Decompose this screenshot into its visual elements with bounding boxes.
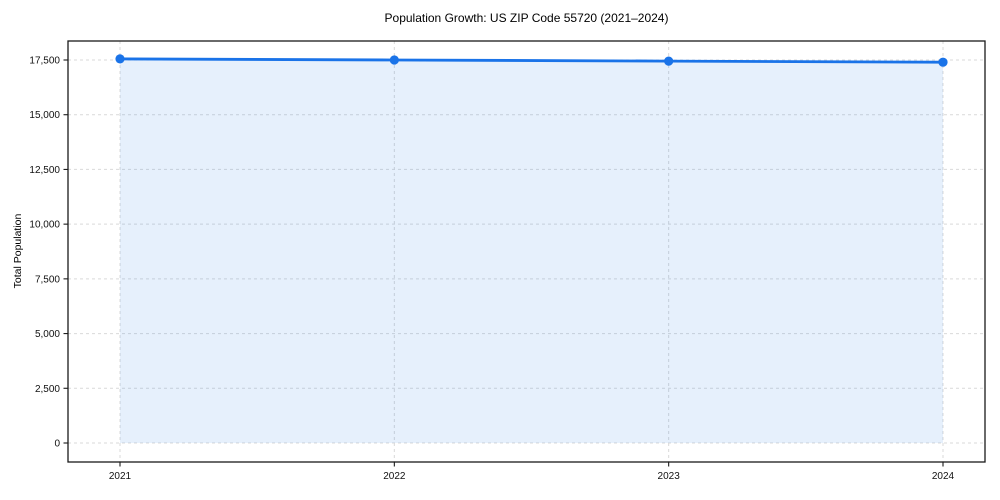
x-tick-label: 2021 — [109, 471, 132, 482]
y-tick-label: 12,500 — [29, 165, 60, 176]
x-tick-label: 2024 — [932, 471, 955, 482]
y-tick-label: 0 — [54, 439, 60, 450]
data-point — [938, 57, 948, 67]
data-point — [115, 54, 125, 64]
y-tick-label: 7,500 — [35, 274, 60, 285]
x-tick-label: 2022 — [383, 471, 406, 482]
area-fill — [120, 58, 943, 444]
data-point — [389, 55, 399, 65]
y-tick-label: 17,500 — [29, 56, 60, 67]
y-tick-label: 2,500 — [35, 384, 60, 395]
population-line — [118, 57, 945, 64]
chart-title: Population Growth: US ZIP Code 55720 (20… — [384, 11, 669, 25]
data-point — [664, 56, 674, 66]
y-tick-label: 10,000 — [29, 220, 60, 231]
axis-frame — [67, 40, 986, 463]
x-tick-label: 2023 — [658, 471, 681, 482]
y-tick-label: 15,000 — [29, 110, 60, 121]
y-tick-label: 5,000 — [35, 329, 60, 340]
